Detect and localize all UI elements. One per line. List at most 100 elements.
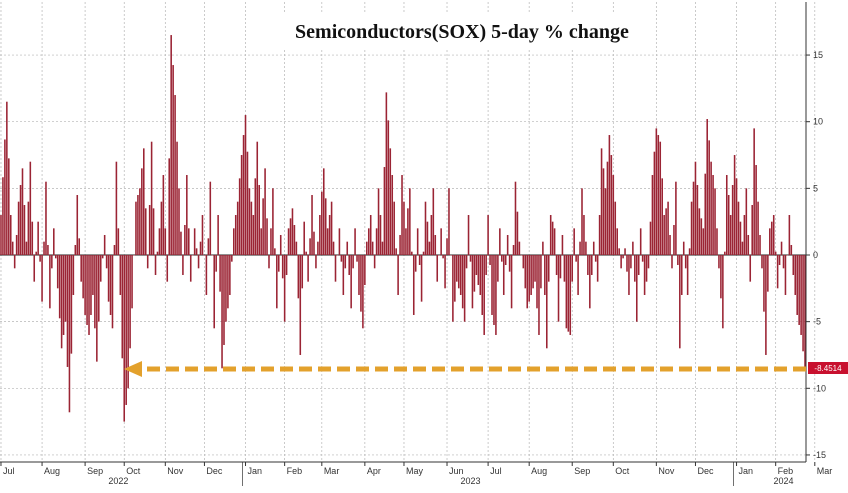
x-tick-label: Sep — [87, 466, 103, 476]
grid-layer — [0, 2, 816, 462]
bar — [319, 215, 321, 255]
bar — [753, 128, 755, 255]
bar — [111, 255, 114, 329]
bar — [397, 255, 399, 295]
last-value-label: -8.4514 — [814, 364, 842, 373]
bar — [369, 215, 372, 255]
bar — [405, 228, 407, 255]
bar — [418, 255, 421, 265]
bar — [430, 215, 433, 255]
bar — [452, 255, 454, 322]
bar — [336, 255, 339, 256]
bar — [103, 235, 106, 255]
bar — [139, 188, 141, 255]
bar — [565, 255, 568, 329]
bar — [493, 255, 495, 325]
bar — [297, 255, 300, 299]
bar — [794, 255, 797, 295]
bar — [362, 255, 364, 329]
bar — [444, 255, 446, 289]
bar — [389, 148, 392, 255]
bar — [70, 255, 73, 354]
bar — [669, 235, 671, 255]
x-tick-label: Dec — [206, 466, 223, 476]
bar — [195, 248, 198, 255]
bar — [148, 205, 151, 255]
bar — [741, 241, 744, 255]
bar — [692, 181, 695, 255]
x-tick-label: Oct — [126, 466, 141, 476]
bar — [354, 228, 356, 255]
x-tick-label: Jun — [449, 466, 464, 476]
bar — [8, 158, 10, 255]
bar — [767, 255, 769, 292]
bar — [150, 141, 153, 255]
bar — [64, 255, 67, 322]
y-tick-label: -10 — [813, 383, 826, 393]
bar — [6, 101, 8, 255]
bar — [641, 255, 644, 262]
bar — [495, 255, 497, 335]
bar — [456, 255, 458, 282]
bar — [266, 218, 268, 255]
bar — [499, 228, 501, 255]
bar — [201, 215, 204, 255]
bar — [510, 255, 513, 309]
y-tick-label: 10 — [813, 117, 823, 127]
bar — [555, 255, 558, 275]
bar — [459, 255, 462, 295]
bar — [608, 135, 611, 255]
bar — [11, 241, 14, 255]
bar — [264, 168, 266, 255]
bar — [119, 255, 122, 295]
bar — [614, 201, 617, 255]
x-tick-label: Aug — [531, 466, 547, 476]
bar — [804, 255, 806, 368]
bar — [702, 228, 705, 255]
bar — [782, 255, 785, 269]
bar — [43, 241, 45, 255]
bar — [356, 255, 358, 262]
bar — [309, 238, 311, 255]
bar — [577, 255, 579, 295]
bar — [673, 225, 675, 255]
bar — [2, 177, 4, 255]
bar — [191, 255, 194, 256]
bar — [158, 228, 161, 255]
bar — [332, 241, 335, 255]
bar — [553, 228, 556, 255]
bar — [311, 195, 313, 255]
bar — [293, 225, 296, 255]
bar — [694, 161, 697, 255]
x-tick-label: Jul — [3, 466, 15, 476]
bar — [724, 251, 726, 255]
bar — [307, 255, 309, 282]
bar — [655, 128, 658, 255]
bar — [700, 218, 703, 255]
bar — [567, 255, 570, 332]
bar — [121, 255, 124, 359]
bar — [188, 228, 190, 255]
bar — [411, 251, 413, 255]
bar — [409, 188, 411, 255]
bar — [696, 185, 699, 255]
bar — [769, 228, 771, 255]
bar — [686, 255, 689, 295]
bar — [86, 255, 88, 325]
bar — [19, 185, 22, 255]
y-tick-label: 5 — [813, 183, 818, 193]
bar — [141, 168, 143, 255]
bar — [448, 188, 450, 255]
bar — [207, 238, 210, 255]
bar — [710, 161, 712, 255]
bar — [123, 255, 126, 422]
bar — [587, 255, 589, 275]
bars-layer — [0, 35, 806, 422]
bar — [792, 255, 795, 275]
bar — [125, 255, 127, 405]
bar — [90, 255, 92, 315]
bar — [193, 228, 196, 255]
bar — [242, 135, 245, 255]
bar — [544, 255, 546, 295]
bar — [747, 235, 750, 255]
